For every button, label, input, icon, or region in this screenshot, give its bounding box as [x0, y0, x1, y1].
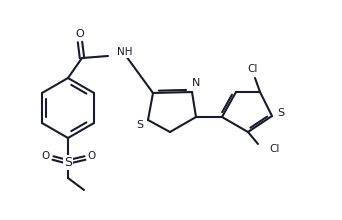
Text: O: O: [76, 29, 84, 39]
Text: Cl: Cl: [248, 64, 258, 74]
Text: O: O: [88, 151, 96, 161]
Text: N: N: [192, 78, 200, 88]
Text: NH: NH: [117, 47, 132, 57]
Text: S: S: [64, 156, 72, 169]
Text: O: O: [42, 151, 50, 161]
Text: Cl: Cl: [269, 144, 279, 154]
Text: S: S: [277, 108, 285, 118]
Text: S: S: [136, 120, 144, 130]
